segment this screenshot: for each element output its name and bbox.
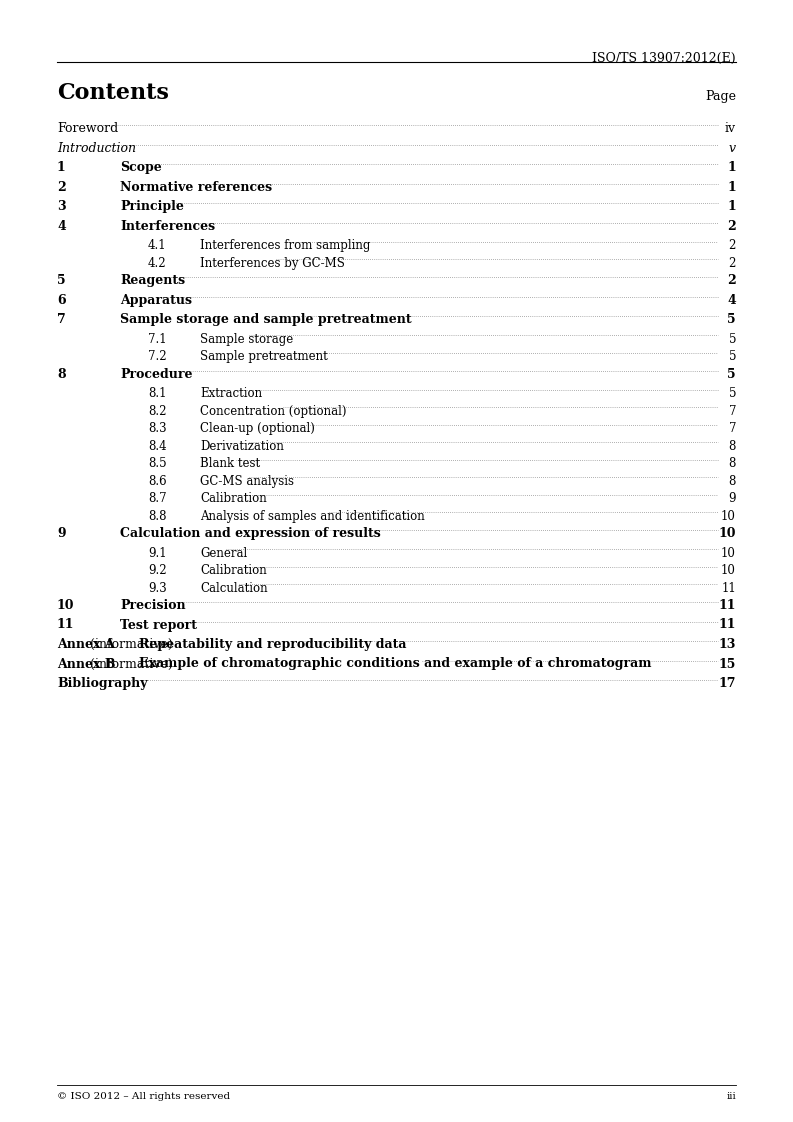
Text: Foreword: Foreword — [57, 122, 118, 135]
Text: Calculation and expression of results: Calculation and expression of results — [120, 527, 381, 540]
Text: 7: 7 — [729, 405, 736, 417]
Text: Interferences: Interferences — [120, 220, 215, 232]
Text: Introduction: Introduction — [57, 141, 136, 155]
Text: 11: 11 — [57, 618, 75, 632]
Text: 8.6: 8.6 — [148, 475, 167, 487]
Text: 9.2: 9.2 — [148, 564, 167, 577]
Text: 3: 3 — [57, 200, 66, 213]
Text: 5: 5 — [727, 313, 736, 327]
Text: Calculation: Calculation — [200, 581, 267, 595]
Text: Sample storage: Sample storage — [200, 332, 293, 346]
Text: Annex A: Annex A — [57, 638, 115, 651]
Text: 8.3: 8.3 — [148, 422, 167, 435]
Text: Principle: Principle — [120, 200, 184, 213]
Text: Bibliography: Bibliography — [57, 677, 147, 690]
Text: (informative): (informative) — [86, 657, 177, 671]
Text: 8.2: 8.2 — [148, 405, 167, 417]
Text: ISO/TS 13907:2012(E): ISO/TS 13907:2012(E) — [592, 52, 736, 65]
Text: 5: 5 — [729, 332, 736, 346]
Text: GC-MS analysis: GC-MS analysis — [200, 475, 294, 487]
Text: Reagents: Reagents — [120, 274, 185, 287]
Text: 2: 2 — [729, 257, 736, 269]
Text: 11: 11 — [722, 581, 736, 595]
Text: 6: 6 — [57, 294, 66, 306]
Text: 1: 1 — [57, 160, 66, 174]
Text: 11: 11 — [718, 599, 736, 611]
Text: 4.1: 4.1 — [148, 239, 167, 252]
Text: Interferences from sampling: Interferences from sampling — [200, 239, 370, 252]
Text: (informative): (informative) — [86, 638, 177, 651]
Text: 7: 7 — [729, 422, 736, 435]
Text: 8: 8 — [729, 440, 736, 452]
Text: 2: 2 — [727, 274, 736, 287]
Text: Apparatus: Apparatus — [120, 294, 192, 306]
Text: 5: 5 — [727, 368, 736, 380]
Text: 2: 2 — [727, 220, 736, 232]
Text: 8.4: 8.4 — [148, 440, 167, 452]
Text: Repeatability and reproducibility data: Repeatability and reproducibility data — [139, 638, 407, 651]
Text: Calibration: Calibration — [200, 564, 266, 577]
Text: iii: iii — [726, 1092, 736, 1101]
Text: 1: 1 — [727, 160, 736, 174]
Text: Example of chromatographic conditions and example of a chromatogram: Example of chromatographic conditions an… — [139, 657, 651, 671]
Text: 7.1: 7.1 — [148, 332, 167, 346]
Text: 10: 10 — [721, 546, 736, 560]
Text: 11: 11 — [718, 618, 736, 632]
Text: General: General — [200, 546, 247, 560]
Text: 10: 10 — [721, 564, 736, 577]
Text: 1: 1 — [727, 181, 736, 193]
Text: 4.2: 4.2 — [148, 257, 167, 269]
Text: Contents: Contents — [57, 82, 169, 104]
Text: 5: 5 — [729, 350, 736, 364]
Text: 5: 5 — [57, 274, 66, 287]
Text: 9.3: 9.3 — [148, 581, 167, 595]
Text: Interferences by GC-MS: Interferences by GC-MS — [200, 257, 345, 269]
Text: Page: Page — [705, 90, 736, 103]
Text: Calibration: Calibration — [200, 493, 266, 505]
Text: 4: 4 — [727, 294, 736, 306]
Text: 5: 5 — [729, 387, 736, 401]
Text: 4: 4 — [57, 220, 66, 232]
Text: Normative references: Normative references — [120, 181, 272, 193]
Text: Sample pretreatment: Sample pretreatment — [200, 350, 328, 364]
Text: v: v — [729, 141, 736, 155]
Text: 17: 17 — [718, 677, 736, 690]
Text: 8.8: 8.8 — [148, 509, 167, 523]
Text: Blank test: Blank test — [200, 457, 260, 470]
Text: Procedure: Procedure — [120, 368, 193, 380]
Text: 9.1: 9.1 — [148, 546, 167, 560]
Text: © ISO 2012 – All rights reserved: © ISO 2012 – All rights reserved — [57, 1092, 230, 1101]
Text: 10: 10 — [57, 599, 75, 611]
Text: Derivatization: Derivatization — [200, 440, 284, 452]
Text: Scope: Scope — [120, 160, 162, 174]
Text: Sample storage and sample pretreatment: Sample storage and sample pretreatment — [120, 313, 412, 327]
Text: 1: 1 — [727, 200, 736, 213]
Text: 9: 9 — [57, 527, 66, 540]
Text: 2: 2 — [57, 181, 66, 193]
Text: 8.5: 8.5 — [148, 457, 167, 470]
Text: 9: 9 — [729, 493, 736, 505]
Text: Precision: Precision — [120, 599, 186, 611]
Text: Concentration (optional): Concentration (optional) — [200, 405, 347, 417]
Text: 7.2: 7.2 — [148, 350, 167, 364]
Text: Clean-up (optional): Clean-up (optional) — [200, 422, 315, 435]
Text: 2: 2 — [729, 239, 736, 252]
Text: 10: 10 — [721, 509, 736, 523]
Text: 13: 13 — [718, 638, 736, 651]
Text: Annex B: Annex B — [57, 657, 116, 671]
Text: 8.7: 8.7 — [148, 493, 167, 505]
Text: 8: 8 — [57, 368, 66, 380]
Text: iv: iv — [725, 122, 736, 135]
Text: 15: 15 — [718, 657, 736, 671]
Text: Extraction: Extraction — [200, 387, 262, 401]
Text: 8.1: 8.1 — [148, 387, 167, 401]
Text: Test report: Test report — [120, 618, 197, 632]
Text: 7: 7 — [57, 313, 66, 327]
Text: 10: 10 — [718, 527, 736, 540]
Text: Analysis of samples and identification: Analysis of samples and identification — [200, 509, 425, 523]
Text: 8: 8 — [729, 475, 736, 487]
Text: 8: 8 — [729, 457, 736, 470]
